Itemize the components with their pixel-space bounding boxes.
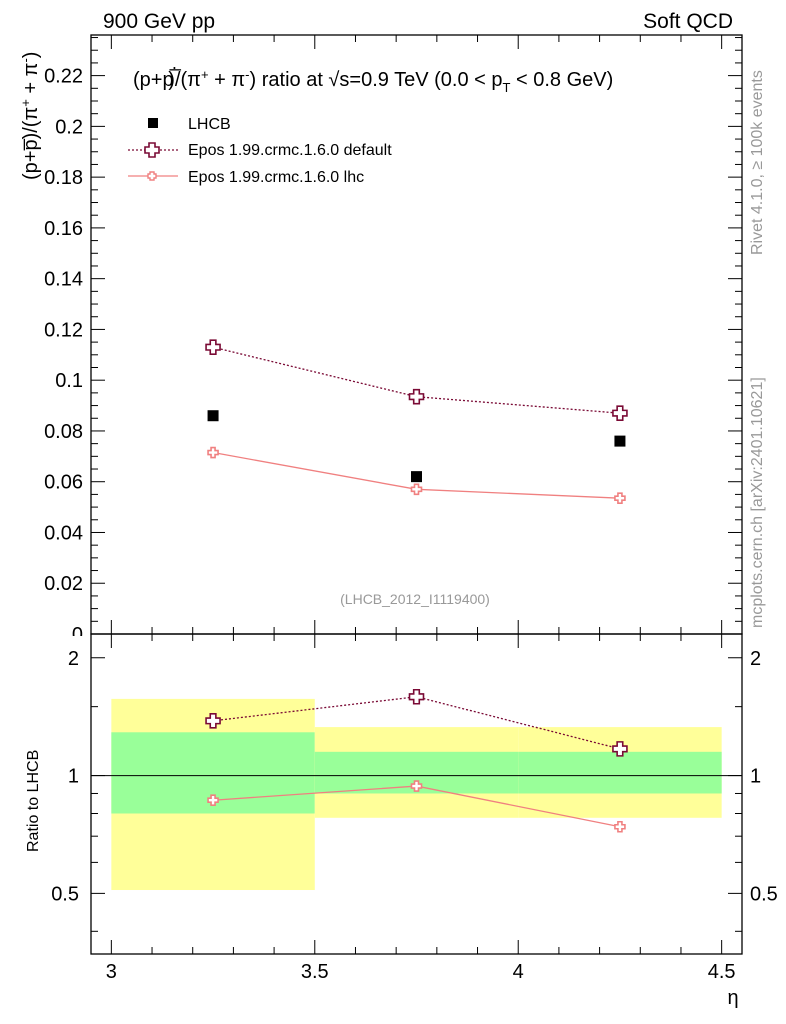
x-tick-label-2: 4 [513, 961, 524, 983]
y-tick-label-3: 0.08 [44, 421, 83, 443]
data-series [205, 339, 628, 833]
y-tick-label-10: 0.22 [44, 66, 83, 88]
y-tick-label-1: 0.04 [44, 522, 83, 544]
lhcb-data-point [207, 410, 219, 422]
x-tick-label-0: 3 [106, 961, 117, 983]
rivet-version-label: Rivet 4.1.0, ≥ 100k events [749, 70, 766, 255]
default-point [205, 339, 221, 355]
mcplots-label: mcplots.cern.ch [arXiv:2401.10621] [749, 377, 766, 628]
y-tick-label-8: 0.18 [44, 167, 83, 189]
ratio-plot-frame [90, 633, 743, 955]
axes: 3 3.5 4 4.5 0.02 0.04 0.06 0.08 0.1 0.12 0.14 0.16 0… [44, 35, 778, 983]
y-tick-label-0: 0.02 [44, 573, 83, 595]
default-point [408, 388, 425, 405]
default-ratio-point [612, 741, 628, 757]
legend: LHCB Epos 1.99.crmc.1.6.0 default Epos 1… [128, 116, 392, 186]
lhcb-data-point [614, 435, 626, 447]
y-tick-label-2: 0.06 [44, 472, 83, 494]
x-tick-label-3: 4.5 [708, 961, 736, 983]
chart-title: (p+p ̅)/(π+ + π-) ratio at √s=0.9 TeV (0… [133, 67, 613, 95]
legend-marker-default [144, 142, 160, 158]
legend-label-lhc: Epos 1.99.crmc.1.6.0 lhc [188, 169, 364, 186]
y-tick-label-zero: 0 [72, 624, 83, 646]
default-ratio-point [205, 713, 221, 729]
ratio-tick-label-right-2: 2 [750, 648, 761, 670]
lhc-point [410, 483, 423, 496]
y-tick-label-9: 0.2 [55, 116, 83, 138]
legend-marker-lhc [147, 171, 157, 181]
ratio-tick-label-right-0: 0.5 [750, 883, 778, 905]
lhc-ratio-point [207, 794, 219, 807]
category-label: Soft QCD [643, 10, 733, 33]
ratio-tick-label-left-2: 2 [68, 648, 79, 670]
legend-label-lhcb: LHCB [188, 116, 231, 133]
y-tick-label-7: 0.16 [44, 218, 83, 240]
x-axis-label: η [727, 987, 738, 1009]
ratio-y-axis-label: Ratio to LHCB [25, 750, 42, 852]
default-ratio-point [408, 688, 425, 705]
legend-marker-lhcb [148, 118, 158, 128]
ratio-tick-label-right-1: 1 [750, 766, 761, 788]
ratio-uncertainty-bands [111, 698, 722, 891]
band-inner-2 [518, 751, 722, 794]
y-tick-label-5: 0.12 [44, 319, 83, 341]
ratio-tick-label-left-0: 0.5 [51, 883, 79, 905]
x-tick-label-1: 3.5 [301, 961, 329, 983]
y-tick-label-4: 0.1 [55, 370, 83, 392]
lhcb-data-point [411, 471, 422, 483]
ratio-tick-label-left-1: 1 [68, 766, 79, 788]
y-tick-label-6: 0.14 [44, 269, 83, 291]
legend-label-default: Epos 1.99.crmc.1.6.0 default [188, 142, 392, 159]
default-point [612, 405, 628, 421]
lhc-point [207, 446, 219, 459]
lhc-ratio-point [410, 780, 423, 792]
collision-label: 900 GeV pp [103, 10, 215, 33]
main-y-axis-label: (p+p̅)/(π+ + π-) [18, 52, 42, 180]
lhc-point [614, 492, 626, 505]
lhc-ratio-point [614, 820, 626, 833]
analysis-id-label: (LHCB_2012_I1119400) [340, 591, 490, 607]
